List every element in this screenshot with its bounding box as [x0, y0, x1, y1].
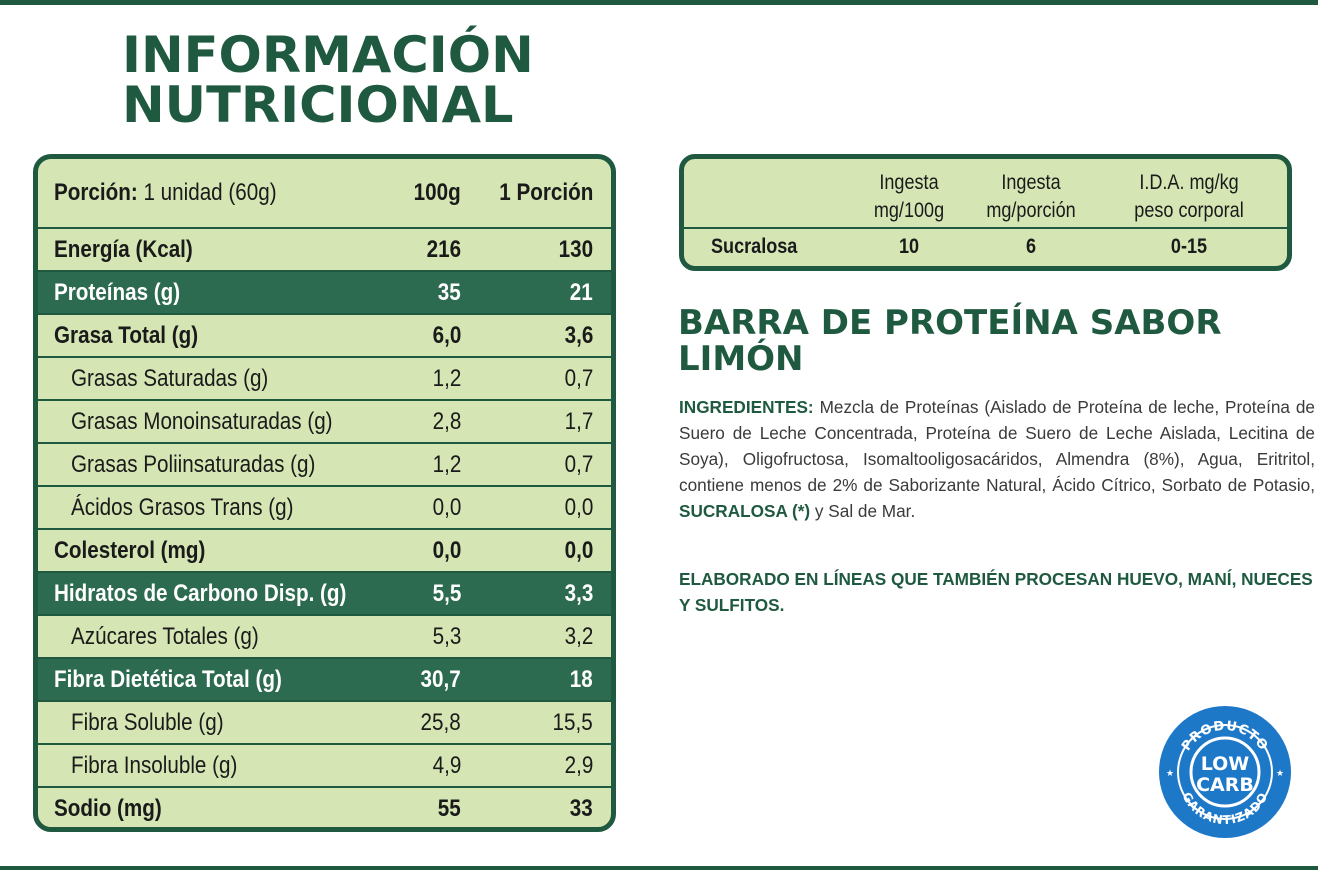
value-per-100g: 5,3 — [432, 622, 461, 650]
value-per-100g: 55 — [438, 794, 461, 822]
page-title: INFORMACIÓN NUTRICIONAL — [122, 30, 534, 130]
row-sodium: Sodio (mg) 55 33 — [38, 786, 611, 827]
title-line-1: INFORMACIÓN — [122, 26, 534, 84]
value-per-portion: 21 — [570, 278, 593, 306]
sucralose-header-ida: I.D.A. mg/kg peso corporal — [1120, 169, 1258, 225]
row-dietary-fiber: Fibra Dietética Total (g) 30,7 18 — [38, 657, 611, 700]
header-line: mg/porción — [986, 199, 1076, 222]
sucralose-header-portion: Ingesta mg/porción — [975, 169, 1087, 225]
value-per-portion: 3,2 — [564, 622, 593, 650]
value-per-portion: 0,7 — [564, 450, 593, 478]
row-polyunsaturated-fat: Grasas Poliinsaturadas (g) 1,2 0,7 — [38, 442, 611, 485]
value-per-100g: 216 — [426, 235, 461, 263]
row-carbohydrates: Hidratos de Carbono Disp. (g) 5,5 3,3 — [38, 571, 611, 614]
row-insoluble-fiber: Fibra Insoluble (g) 4,9 2,9 — [38, 743, 611, 786]
value-per-100g: 30,7 — [420, 665, 461, 693]
column-header-portion: 1 Porción — [498, 179, 593, 206]
row-soluble-fiber: Fibra Soluble (g) 25,8 15,5 — [38, 700, 611, 743]
portion-label-group: Porción: 1 unidad (60g) — [54, 179, 277, 207]
value-per-portion: 3,6 — [564, 321, 593, 349]
ingredients-label: INGREDIENTES: — [679, 397, 814, 417]
column-header-100g: 100g — [413, 179, 461, 206]
value-per-portion: 18 — [570, 665, 593, 693]
value-per-portion: 1,7 — [564, 407, 593, 435]
nutrient-label: Energía (Kcal) — [54, 235, 193, 263]
nutrient-label: Ácidos Grasos Trans (g) — [71, 493, 294, 521]
sucralose-value-100g: 10 — [898, 235, 920, 258]
value-per-100g: 1,2 — [432, 450, 461, 478]
badge-star-right: ★ — [1276, 768, 1284, 778]
title-line-2: NUTRICIONAL — [122, 76, 514, 134]
value-per-portion: 0,7 — [564, 364, 593, 392]
row-total-fat: Grasa Total (g) 6,0 3,6 — [38, 313, 611, 356]
badge-star-left: ★ — [1166, 768, 1174, 778]
nutrient-label: Hidratos de Carbono Disp. (g) — [54, 579, 347, 607]
sucralose-name: Sucralosa — [711, 235, 798, 258]
row-energy: Energía (Kcal) 216 130 — [38, 227, 611, 270]
nutrient-label: Proteínas (g) — [54, 278, 181, 306]
row-cholesterol: Colesterol (mg) 0,0 0,0 — [38, 528, 611, 571]
bottom-divider — [0, 866, 1318, 870]
header-line: mg/100g — [873, 199, 945, 222]
nutrient-label: Fibra Dietética Total (g) — [54, 665, 282, 693]
value-per-portion: 2,9 — [564, 751, 593, 779]
low-carb-badge-icon: PRODUCTO GARANTIZADO LOW CARB ★ ★ — [1155, 702, 1295, 842]
nutrient-label: Colesterol (mg) — [54, 536, 206, 564]
nutrition-table: Porción: 1 unidad (60g) 100g 1 Porción E… — [33, 154, 616, 832]
value-per-100g: 35 — [438, 278, 461, 306]
value-per-portion: 0,0 — [564, 536, 593, 564]
sucralose-value-portion: 6 — [1025, 235, 1037, 258]
top-divider — [0, 0, 1318, 5]
nutrient-label: Grasas Monoinsaturadas (g) — [71, 407, 333, 435]
row-monounsaturated-fat: Grasas Monoinsaturadas (g) 2,8 1,7 — [38, 399, 611, 442]
row-saturated-fat: Grasas Saturadas (g) 1,2 0,7 — [38, 356, 611, 399]
header-line: Ingesta — [879, 171, 939, 194]
value-per-100g: 5,5 — [432, 579, 461, 607]
sucralose-header-100g: Ingesta mg/100g — [857, 169, 960, 225]
value-per-portion: 3,3 — [564, 579, 593, 607]
value-per-portion: 130 — [558, 235, 593, 263]
row-total-sugars: Azúcares Totales (g) 5,3 3,2 — [38, 614, 611, 657]
nutrient-label: Grasas Poliinsaturadas (g) — [71, 450, 316, 478]
value-per-100g: 1,2 — [432, 364, 461, 392]
portion-label: Porción: — [54, 179, 138, 206]
ingredients-text: Mezcla de Proteínas (Aislado de Proteína… — [679, 397, 1315, 495]
product-title: BARRA DE PROTEÍNA SABOR LIMÓN — [678, 303, 1222, 379]
ingredients-end: y Sal de Mar. — [814, 501, 916, 521]
value-per-portion: 0,0 — [564, 493, 593, 521]
value-per-100g: 0,0 — [432, 493, 461, 521]
nutrient-label: Grasa Total (g) — [54, 321, 199, 349]
value-per-portion: 33 — [570, 794, 593, 822]
row-protein: Proteínas (g) 35 21 — [38, 270, 611, 313]
sucralose-value-ida: 0-15 — [1170, 235, 1208, 258]
value-per-100g: 4,9 — [432, 751, 461, 779]
header-line: peso corporal — [1134, 199, 1244, 222]
badge-line2: CARB — [1196, 774, 1254, 796]
sucralose-row: Sucralosa 10 6 0-15 — [684, 227, 1287, 266]
value-per-100g: 6,0 — [432, 321, 461, 349]
value-per-100g: 0,0 — [432, 536, 461, 564]
allergen-warning: ELABORADO EN LÍNEAS QUE TAMBIÉN PROCESAN… — [679, 569, 1313, 615]
sucralose-table: Ingesta mg/100g Ingesta mg/porción I.D.A… — [679, 154, 1292, 271]
nutrient-label: Azúcares Totales (g) — [71, 622, 259, 650]
header-line: I.D.A. mg/kg — [1139, 171, 1239, 194]
nutrient-label: Sodio (mg) — [54, 794, 162, 822]
portion-value: 1 unidad (60g) — [143, 179, 277, 206]
row-trans-fat: Ácidos Grasos Trans (g) 0,0 0,0 — [38, 485, 611, 528]
value-per-100g: 25,8 — [420, 708, 461, 736]
ingredients-sucralose: SUCRALOSA (*) — [679, 501, 811, 521]
badge-line1: LOW — [1201, 753, 1250, 775]
value-per-100g: 2,8 — [432, 407, 461, 435]
value-per-portion: 15,5 — [552, 708, 593, 736]
nutrient-label: Grasas Saturadas (g) — [71, 364, 269, 392]
header-line: Ingesta — [1001, 171, 1061, 194]
ingredients-paragraph: INGREDIENTES: Mezcla de Proteínas (Aisla… — [679, 394, 1315, 524]
nutrition-header-row: Porción: 1 unidad (60g) 100g 1 Porción — [38, 159, 611, 227]
nutrient-label: Fibra Insoluble (g) — [71, 751, 238, 779]
nutrient-label: Fibra Soluble (g) — [71, 708, 224, 736]
